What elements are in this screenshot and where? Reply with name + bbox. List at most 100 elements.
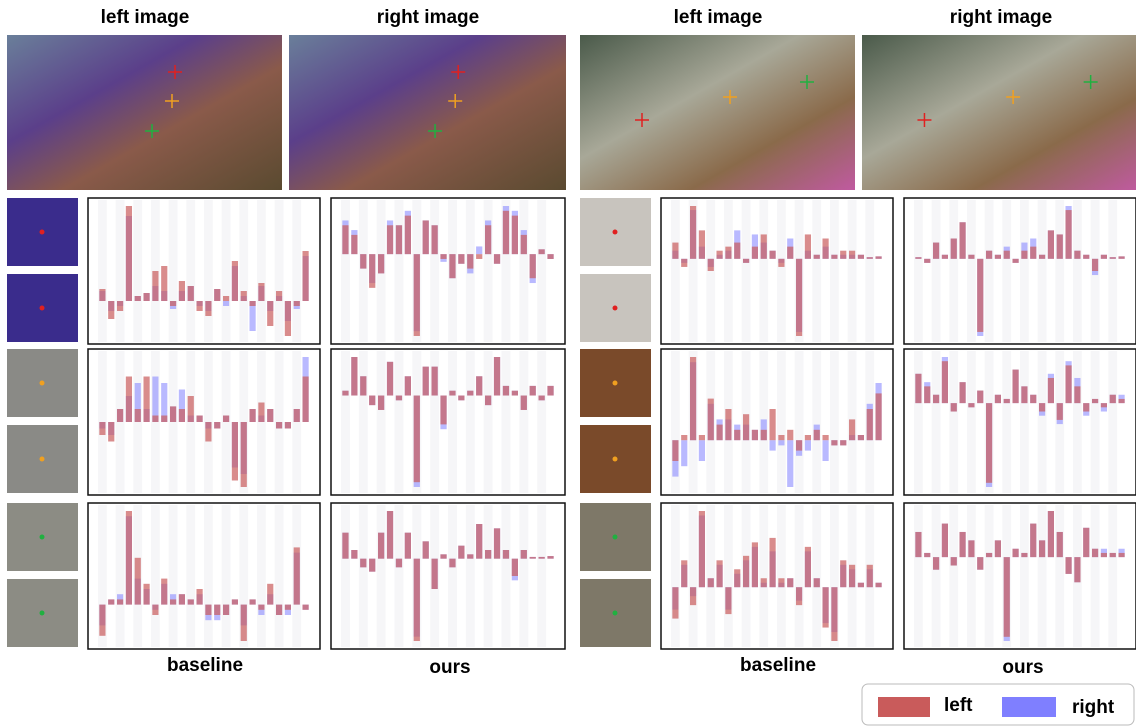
bar-left [822, 587, 829, 628]
bar-left [99, 604, 106, 636]
bar-left [707, 258, 714, 271]
bar-right [804, 440, 812, 451]
bar-left [751, 246, 759, 259]
bar-left [134, 557, 141, 605]
bar-left [214, 604, 221, 615]
bar-left [857, 435, 865, 441]
bar-left [1056, 531, 1063, 558]
bar-left [125, 206, 133, 301]
band-shade [1020, 505, 1029, 647]
bar-left [1074, 386, 1081, 404]
bar-left [866, 564, 873, 588]
bar-left [795, 440, 803, 451]
band-shade [186, 200, 196, 342]
band-shade [257, 505, 266, 647]
band-shade [688, 200, 698, 342]
bar-left [187, 599, 194, 605]
bar-left [360, 558, 367, 568]
band-shade [1055, 200, 1065, 342]
band-shade [949, 505, 959, 647]
bar-left [293, 547, 300, 605]
bar-left [476, 524, 483, 559]
bar-left [1109, 394, 1116, 404]
band-shade [984, 505, 994, 647]
band-shade [221, 505, 231, 647]
bar-left [205, 422, 212, 442]
bar-left [143, 583, 150, 605]
band-shade [465, 351, 475, 493]
bar-left [360, 254, 367, 269]
bar-left [795, 587, 803, 606]
band-shade [777, 351, 786, 493]
bar-left [959, 531, 966, 558]
bar-left [822, 435, 829, 441]
bar-left [787, 578, 794, 588]
band-shade [706, 505, 716, 647]
bar-left [672, 587, 679, 619]
bar-left [169, 599, 177, 605]
bar-left [1065, 557, 1072, 574]
bar-left [698, 435, 706, 441]
bar-left [520, 550, 527, 559]
bar-left [178, 409, 186, 422]
band-shade [115, 505, 125, 647]
bar-left [915, 531, 922, 558]
bar-left [804, 546, 812, 588]
bar-left [449, 254, 456, 279]
band-shade [931, 200, 941, 342]
scene-image [580, 35, 855, 190]
bar-left [1083, 527, 1090, 558]
bar-left [187, 286, 194, 301]
bar-left [1012, 258, 1019, 263]
bar-left [1038, 540, 1046, 558]
bar-left [1003, 398, 1010, 404]
bar-left [985, 552, 993, 558]
patch-center [39, 229, 45, 235]
bar-left [538, 395, 545, 401]
band-shade [257, 200, 266, 342]
band-shade [98, 200, 107, 342]
bar-left [707, 578, 714, 588]
bar-left [386, 511, 394, 559]
bar-left [511, 390, 518, 396]
bar-left [502, 210, 510, 255]
patch-center [612, 456, 618, 462]
bar-left [813, 578, 820, 588]
bar-left [915, 257, 922, 259]
legend-label: left [944, 695, 973, 716]
bar-right [178, 389, 186, 422]
bar-left [968, 403, 975, 408]
bar-left [813, 254, 820, 259]
band-shade [759, 200, 769, 342]
band-shade [914, 505, 923, 647]
bar-right [476, 246, 483, 255]
bar-left [857, 254, 865, 259]
band-shade [519, 351, 529, 493]
band-shade [741, 200, 751, 342]
band-shade [430, 200, 440, 342]
bar-left [152, 415, 159, 422]
band-shade [724, 505, 733, 647]
bar-left [1047, 230, 1055, 259]
bar-left [214, 422, 221, 429]
bar-left [413, 395, 420, 483]
bar-left [116, 599, 124, 605]
bar-left [143, 376, 150, 422]
bar-left [672, 440, 679, 461]
bar-left [134, 409, 141, 422]
bar-left [258, 283, 265, 301]
band-shade [537, 200, 547, 342]
bar-left [1100, 403, 1108, 408]
image-title: left image [101, 7, 190, 28]
bar-left [707, 398, 714, 441]
band-shade [376, 351, 386, 493]
bar-left [941, 254, 949, 259]
bar-left [395, 225, 403, 255]
bar-left [351, 550, 358, 559]
bar-left [422, 541, 429, 559]
bar-left [378, 254, 385, 274]
bar-left [778, 435, 785, 441]
bar-left [404, 532, 411, 559]
bar-left [169, 406, 177, 422]
